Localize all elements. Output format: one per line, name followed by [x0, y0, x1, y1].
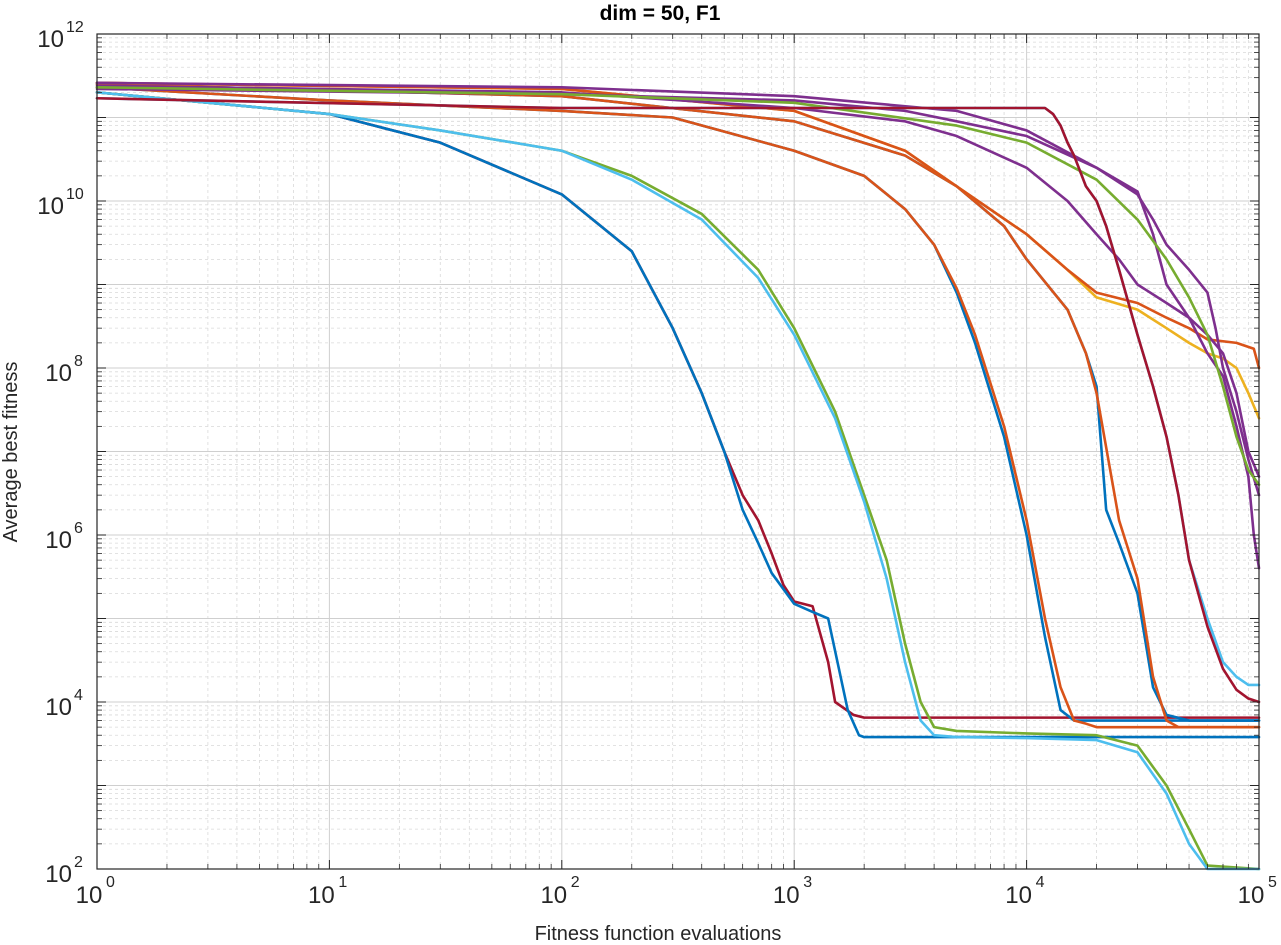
y-tick-label: 10: [45, 694, 72, 721]
minor-grid: [97, 34, 1259, 869]
y-tick-exponent: 8: [74, 353, 83, 370]
y-tick-exponent: 6: [74, 520, 83, 537]
y-tick-exponent: 4: [74, 687, 83, 704]
series-line-3: [95, 91, 1261, 871]
series-line-11: [95, 84, 1261, 478]
x-tick-label: 10: [540, 882, 567, 909]
series-line-10: [95, 81, 1261, 370]
y-tick-label: 10: [37, 193, 64, 220]
x-tick-exponent: 0: [106, 874, 115, 891]
y-tick-exponent: 2: [74, 854, 83, 871]
y-axis-label: Average best fitness: [0, 362, 22, 543]
series-line-8: [95, 82, 1261, 729]
x-tick-label: 10: [1005, 882, 1032, 909]
y-tick-exponent: 10: [66, 186, 84, 203]
series-line-6: [95, 86, 1261, 729]
x-tick-label: 10: [76, 882, 103, 909]
y-tick-exponent: 12: [66, 19, 84, 36]
axis-ticks: [96, 33, 1260, 870]
x-tick-label: 10: [1238, 882, 1265, 909]
x-tick-label: 10: [773, 882, 800, 909]
series-layer: [95, 81, 1261, 871]
y-tick-label: 10: [37, 26, 64, 53]
y-tick-label: 10: [45, 861, 72, 888]
chart-title: dim = 50, F1: [600, 2, 721, 25]
series-line-4: [95, 91, 1261, 871]
x-tick-exponent: 2: [571, 874, 580, 891]
series-line-16: [95, 96, 1261, 704]
x-axis-label: Fitness function evaluations: [535, 923, 782, 945]
x-tick-exponent: 1: [338, 874, 347, 891]
x-tick-labels: 10 0 10 1 10 2 10 3 10 4 10 5: [76, 874, 1277, 909]
x-tick-exponent: 5: [1268, 874, 1277, 891]
x-tick-exponent: 3: [803, 874, 812, 891]
x-tick-exponent: 4: [1036, 874, 1045, 891]
series-line-13: [95, 81, 1261, 497]
series-line-2: [95, 91, 1261, 739]
y-tick-label: 10: [45, 527, 72, 554]
y-tick-label: 10: [45, 360, 72, 387]
series-line-14: [95, 86, 1261, 487]
x-tick-label: 10: [308, 882, 335, 909]
